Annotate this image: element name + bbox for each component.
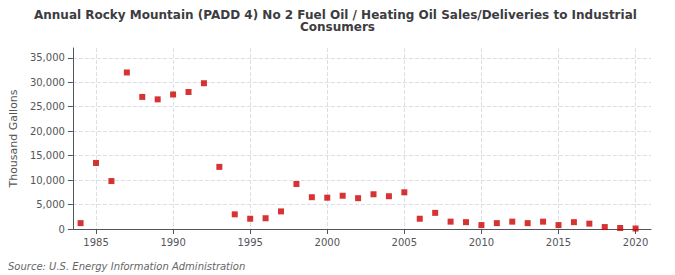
- svg-text:Source: U.S. Energy Informatio: Source: U.S. Energy Information Administ…: [8, 261, 245, 272]
- svg-text:1990: 1990: [160, 237, 185, 248]
- svg-text:5,000: 5,000: [36, 199, 65, 210]
- svg-text:Annual Rocky Mountain (PADD 4): Annual Rocky Mountain (PADD 4) No 2 Fuel…: [34, 8, 641, 22]
- svg-text:2020: 2020: [623, 237, 648, 248]
- svg-text:2010: 2010: [469, 237, 494, 248]
- svg-text:2000: 2000: [315, 237, 340, 248]
- svg-text:30,000: 30,000: [30, 77, 65, 88]
- svg-text:35,000: 35,000: [30, 52, 65, 63]
- svg-text:Thousand Gallons: Thousand Gallons: [7, 89, 20, 188]
- svg-text:1995: 1995: [237, 237, 262, 248]
- svg-text:15,000: 15,000: [30, 150, 65, 161]
- svg-text:25,000: 25,000: [30, 101, 65, 112]
- svg-text:Consumers: Consumers: [300, 20, 375, 34]
- svg-text:10,000: 10,000: [30, 175, 65, 186]
- svg-text:1985: 1985: [83, 237, 108, 248]
- svg-text:20,000: 20,000: [30, 126, 65, 137]
- svg-text:2015: 2015: [546, 237, 571, 248]
- svg-text:0: 0: [59, 224, 65, 235]
- svg-text:2005: 2005: [392, 237, 417, 248]
